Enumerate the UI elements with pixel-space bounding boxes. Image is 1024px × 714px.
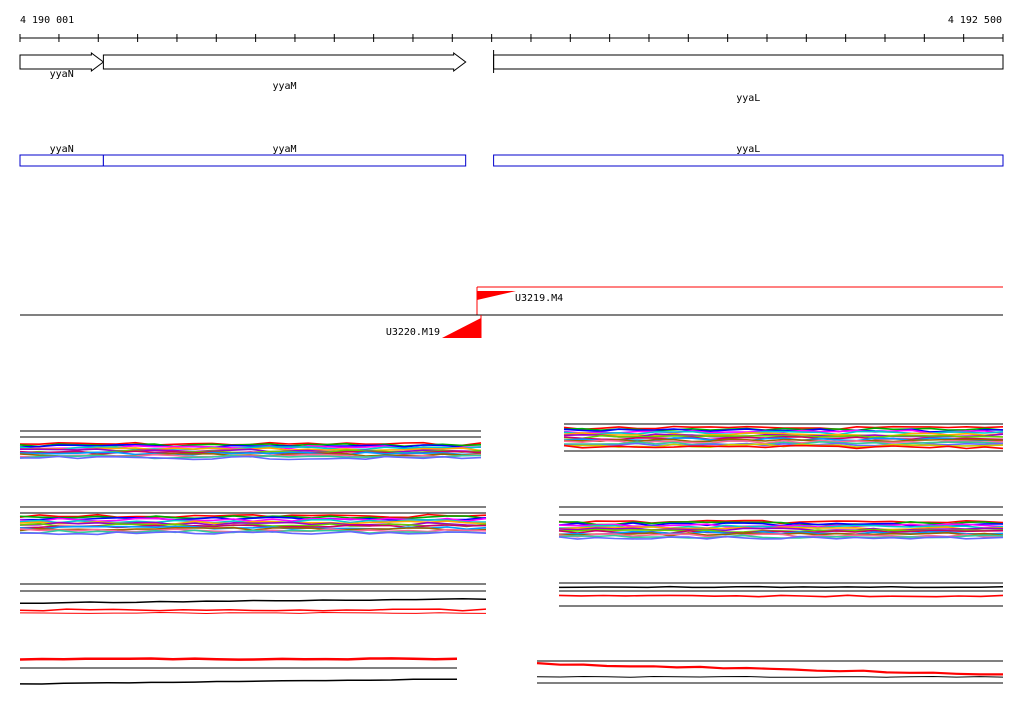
transcript-u3220-label: U3220.M19 [386,327,440,338]
profile-trace [19,611,487,615]
profile-trace [563,434,1004,440]
ruler-ticks [19,34,1004,42]
genes-track: yyaN yyaM yyaL [19,50,1004,104]
transcript-u3219-arrowhead [477,291,516,300]
transcript-track: U3219.M4 U3220.M19 [20,286,1003,338]
transcript-u3219-label: U3219.M4 [515,293,563,304]
cds-label-yyam: yyaM [272,144,296,155]
profile-trace [558,535,1004,540]
profile-trace [20,448,482,453]
coordinate-ruler: 4 190 001 4 192 500 [19,15,1004,42]
cds-box-yyan[interactable] [19,154,104,167]
profile-trace [19,455,482,461]
cds-box-yyal[interactable] [493,154,1004,167]
cds-label-yyan: yyaN [50,144,74,155]
profile-trace [563,428,1004,433]
gene-label-yyam: yyaM [272,81,296,92]
profile-trace [558,585,1004,589]
profile-trace [558,594,1004,598]
gene-label-yyan: yyaN [50,69,74,80]
profile-trace [19,678,457,685]
profile-trace [558,526,1004,531]
gene-arrow-yyan[interactable] [19,52,105,72]
profile-trace [19,513,487,519]
gene-arrow-yyal[interactable] [493,54,1004,70]
profile-trace [536,662,1003,676]
expression-profiles [19,423,1004,685]
profile-trace [19,529,487,534]
profile-trace [563,432,1004,437]
cds-label-yyal: yyaL [736,144,760,155]
profile-trace [19,608,487,612]
gene-arrow-yyam[interactable] [102,52,467,72]
profile-trace [19,525,487,531]
ruler-end-label: 4 192 500 [948,15,1002,26]
profile-trace [19,530,487,536]
profile-trace [563,440,1004,446]
transcript-u3220-arrowhead [442,318,481,338]
profile-trace [558,533,1004,538]
profile-trace [19,657,458,661]
profile-trace [563,437,1003,442]
profile-trace [19,452,482,458]
gene-label-yyal: yyaL [736,93,760,104]
cds-box-yyam[interactable] [102,154,467,167]
profile-trace [563,427,1004,432]
profile-trace [563,442,1004,447]
profile-trace [19,598,487,605]
profile-trace [558,527,1004,532]
profile-trace [19,443,482,449]
profile-trace [536,675,1004,678]
ruler-start-label: 4 190 001 [20,15,74,26]
profile-trace [19,451,482,456]
profile-trace [19,446,482,451]
profile-trace [563,444,1004,450]
profile-trace [19,520,487,525]
cds-track: yyaN yyaM yyaL [19,144,1004,167]
